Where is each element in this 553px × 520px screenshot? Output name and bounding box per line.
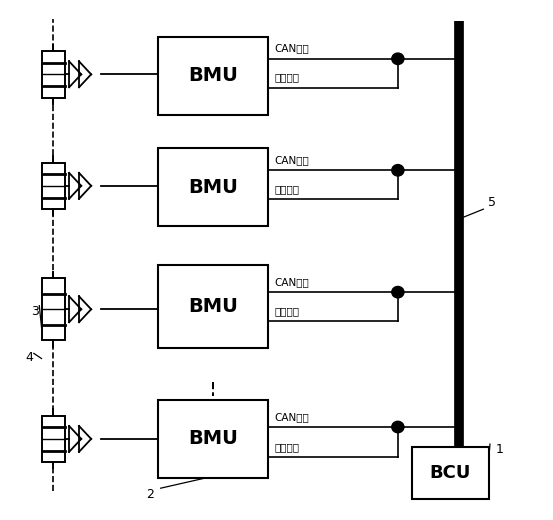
Bar [158,400,268,478]
Text: 1: 1 [496,443,504,456]
Bar [158,265,268,348]
Text: BMU: BMU [188,67,238,85]
Circle shape [392,287,404,298]
Bar [41,278,65,341]
Bar [41,51,65,98]
Text: 同步信号: 同步信号 [275,442,300,452]
Bar [411,447,489,499]
Bar [41,415,65,462]
Text: CAN通讯: CAN通讯 [275,277,310,287]
Bar [158,149,268,226]
Bar [158,37,268,115]
Bar [41,163,65,209]
Text: 4: 4 [25,351,33,364]
Text: CAN通讯: CAN通讯 [275,44,310,54]
Text: 3: 3 [31,305,39,318]
Text: BMU: BMU [188,297,238,316]
Circle shape [392,53,404,64]
Text: BMU: BMU [188,430,238,448]
Text: 5: 5 [488,197,495,210]
Circle shape [392,421,404,433]
Text: 同步信号: 同步信号 [275,306,300,316]
Text: 同步信号: 同步信号 [275,73,300,83]
Text: CAN通讯: CAN通讯 [275,412,310,422]
Text: BCU: BCU [430,464,471,482]
Circle shape [392,164,404,176]
Text: 2: 2 [145,488,154,501]
Text: CAN通讯: CAN通讯 [275,155,310,165]
Text: 同步信号: 同步信号 [275,184,300,194]
Text: BMU: BMU [188,178,238,197]
